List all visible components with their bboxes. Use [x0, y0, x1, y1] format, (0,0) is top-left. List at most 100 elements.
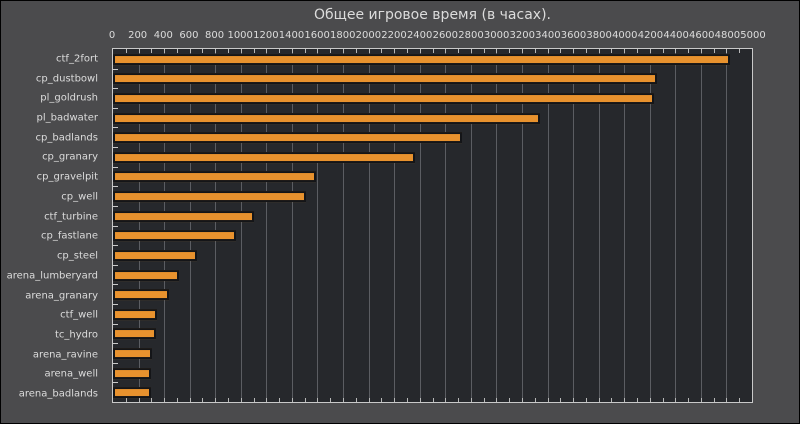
x-tick-mark [675, 398, 677, 402]
y-tick-mark [113, 147, 118, 149]
x-tick-mark [291, 49, 293, 53]
x-tick-label: 800 [205, 30, 225, 41]
x-tick-mark [304, 49, 306, 53]
bar [113, 210, 255, 222]
y-tick-mark [113, 382, 118, 384]
bar-row [113, 363, 752, 383]
bar [113, 53, 731, 65]
gridline [138, 49, 140, 402]
x-tick-label: 4600 [688, 30, 715, 41]
y-tick-mark [113, 362, 118, 364]
y-tick-mark [113, 88, 118, 90]
x-tick-mark [445, 398, 447, 402]
x-tick-mark [381, 398, 383, 402]
gridline [291, 49, 293, 402]
x-tick-mark [164, 398, 166, 402]
x-tick-mark [458, 398, 460, 402]
x-tick-mark [138, 398, 140, 402]
x-tick-mark [355, 49, 357, 53]
x-tick-mark [381, 49, 383, 53]
x-tick-mark [573, 398, 575, 402]
bar-row [113, 49, 752, 69]
y-tick-mark [113, 68, 118, 70]
x-tick-label: 2600 [432, 30, 459, 41]
x-tick-mark [394, 398, 396, 402]
x-tick-mark [662, 49, 664, 53]
x-tick-mark [700, 398, 702, 402]
x-tick-mark [432, 49, 434, 53]
x-tick-mark [700, 49, 702, 53]
x-tick-label: 2000 [355, 30, 382, 41]
gridline [240, 49, 242, 402]
x-tick-mark [547, 49, 549, 53]
x-tick-mark [458, 49, 460, 53]
x-tick-mark [636, 49, 638, 53]
bar [113, 249, 198, 261]
gridline [343, 49, 345, 402]
gridline [189, 49, 191, 402]
x-tick-label: 4000 [612, 30, 638, 41]
x-tick-mark [240, 398, 242, 402]
x-tick-mark [547, 398, 549, 402]
x-tick-mark [266, 398, 268, 402]
bar-row [113, 88, 752, 108]
x-tick-label: 1200 [253, 30, 279, 41]
category-label: ctf_well [60, 309, 98, 321]
x-tick-mark [419, 398, 421, 402]
x-tick-mark [406, 49, 408, 53]
x-tick-mark [176, 398, 178, 402]
x-tick-mark [189, 49, 191, 53]
x-tick-label: 4400 [663, 30, 689, 41]
gridline [573, 49, 575, 402]
category-label: arena_granary [25, 290, 98, 302]
category-label: pl_badwater [36, 112, 98, 124]
x-tick-label: 2200 [381, 30, 407, 41]
x-tick-label: 4800 [714, 30, 741, 41]
x-tick-mark [675, 49, 677, 53]
x-tick-mark [445, 49, 447, 53]
y-tick-mark [113, 107, 118, 109]
category-label: cp_steel [56, 250, 98, 262]
x-tick-mark [138, 49, 140, 53]
x-tick-label: 3400 [535, 30, 561, 41]
x-tick-mark [176, 49, 178, 53]
x-tick-mark [521, 49, 523, 53]
x-tick-mark [649, 49, 651, 53]
gridline [317, 49, 319, 402]
gridline [598, 49, 600, 402]
x-tick-mark [688, 398, 690, 402]
x-tick-mark [330, 49, 332, 53]
x-tick-mark [611, 398, 613, 402]
plot-inner [113, 49, 752, 402]
bar-row [113, 382, 752, 402]
x-tick-mark [432, 398, 434, 402]
y-tick-mark [113, 343, 118, 345]
category-label: cp_fastlane [40, 230, 98, 242]
x-tick-mark [279, 49, 281, 53]
x-tick-label: 5000 [740, 30, 766, 41]
y-tick-mark [113, 303, 118, 305]
x-tick-mark [151, 49, 153, 53]
x-tick-mark [215, 49, 217, 53]
x-tick-mark [598, 49, 600, 53]
bar-row [113, 186, 752, 206]
gridline [700, 49, 702, 402]
y-tick-mark [113, 245, 118, 247]
bar-row [113, 324, 752, 344]
x-tick-mark [470, 49, 472, 53]
category-label: cp_gravelpit [36, 171, 98, 183]
y-tick-mark [113, 284, 118, 286]
y-tick-mark [113, 127, 118, 129]
x-tick-mark [125, 49, 127, 53]
category-label: cp_dustbowl [35, 73, 98, 85]
x-tick-label: 4200 [637, 30, 664, 41]
x-tick-mark [291, 398, 293, 402]
gridline [445, 49, 447, 402]
x-tick-mark [521, 398, 523, 402]
bar [113, 308, 158, 320]
x-tick-mark [496, 49, 498, 53]
bar-row [113, 343, 752, 363]
x-tick-mark [317, 398, 319, 402]
chart-title: Общее игровое время (в часах). [314, 7, 551, 23]
